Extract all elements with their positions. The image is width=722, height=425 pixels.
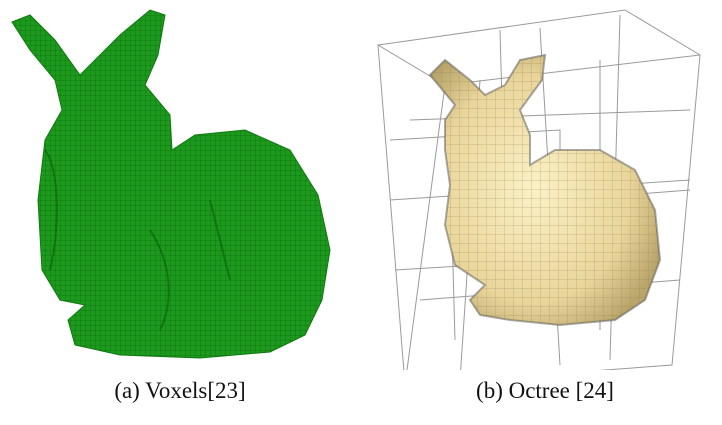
caption: (a) Voxels[23] [20, 378, 340, 404]
caption: (b) Octree [24] [385, 378, 705, 404]
octree-bunny [430, 55, 660, 325]
figure-images [0, 0, 722, 370]
voxel-bunny [12, 10, 330, 358]
page: (a) Voxels[23] (b) Octree [24] (() => { … [0, 0, 722, 425]
